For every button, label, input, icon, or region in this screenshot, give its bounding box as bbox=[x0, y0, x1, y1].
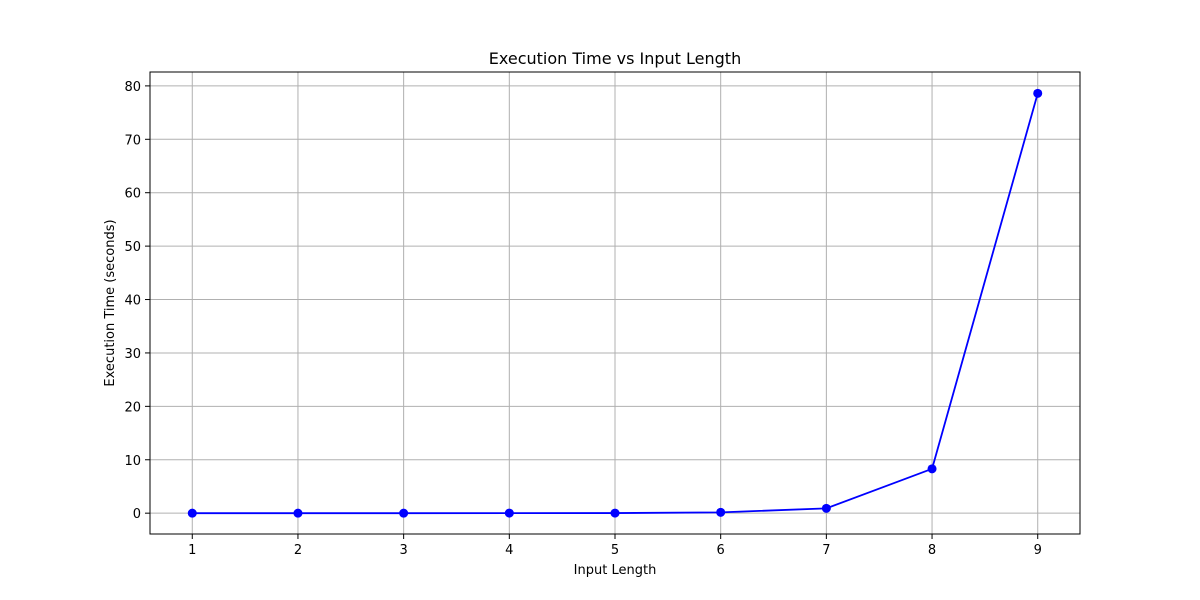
x-tick-label: 2 bbox=[294, 543, 302, 558]
x-tick-label: 1 bbox=[188, 543, 196, 558]
data-point bbox=[610, 508, 620, 518]
y-tick-label: 50 bbox=[124, 240, 141, 255]
x-tick-label: 8 bbox=[928, 543, 936, 558]
y-tick-label: 70 bbox=[124, 133, 141, 148]
x-axis-label: Input Length bbox=[574, 563, 657, 578]
x-tick-label: 3 bbox=[399, 543, 407, 558]
x-tick-label: 4 bbox=[505, 543, 513, 558]
x-tick-label: 9 bbox=[1034, 543, 1042, 558]
y-tick-label: 60 bbox=[124, 187, 141, 202]
y-axis-ticks: 0 10 20 30 40 50 60 70 80 bbox=[124, 80, 150, 522]
y-tick-label: 10 bbox=[124, 454, 141, 469]
data-point bbox=[1033, 88, 1043, 98]
y-tick-label: 0 bbox=[133, 507, 141, 522]
y-axis-label: Execution Time (seconds) bbox=[103, 219, 118, 386]
data-point bbox=[293, 508, 303, 518]
grid bbox=[150, 72, 1080, 534]
data-point bbox=[187, 508, 197, 518]
y-tick-label: 80 bbox=[124, 80, 141, 95]
data-point bbox=[399, 508, 409, 518]
data-point bbox=[716, 507, 726, 517]
x-axis-ticks: 1 2 3 4 5 6 7 8 9 bbox=[188, 534, 1042, 558]
data-point bbox=[927, 464, 937, 474]
x-tick-label: 7 bbox=[822, 543, 830, 558]
y-tick-label: 40 bbox=[124, 294, 141, 309]
x-tick-label: 6 bbox=[717, 543, 725, 558]
chart-title: Execution Time vs Input Length bbox=[489, 49, 741, 68]
data-point bbox=[821, 503, 831, 513]
x-tick-label: 5 bbox=[611, 543, 619, 558]
y-tick-label: 20 bbox=[124, 400, 141, 415]
data-point bbox=[504, 508, 514, 518]
series-layer bbox=[187, 88, 1043, 518]
y-tick-label: 30 bbox=[124, 347, 141, 362]
